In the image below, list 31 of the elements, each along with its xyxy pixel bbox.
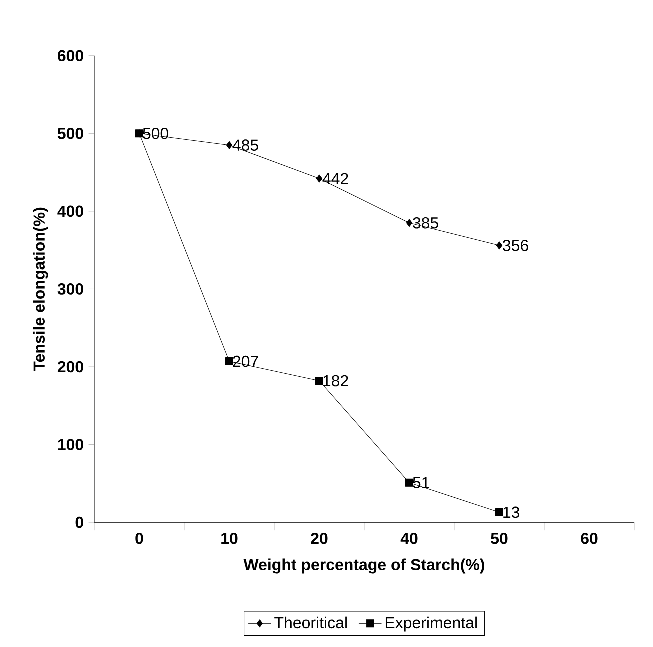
- point: [225, 358, 234, 366]
- y-tick-label: 100: [58, 439, 84, 450]
- legend-label: Theoritical: [274, 616, 347, 629]
- y-tick-label: 600: [58, 50, 84, 62]
- legend-label: Experimental: [386, 616, 477, 632]
- data-label: 485: [232, 140, 258, 151]
- x-tick-label: 20: [311, 532, 328, 544]
- data-label: 13: [504, 506, 520, 518]
- point: [226, 141, 233, 150]
- point: [405, 478, 414, 487]
- point: [495, 508, 504, 516]
- data-label: 182: [324, 375, 348, 387]
- y-tick-label: 0: [76, 516, 84, 528]
- y-tick-label: 200: [58, 361, 84, 373]
- data-label: 442: [322, 173, 348, 184]
- point: [315, 377, 324, 386]
- x-tick-label: 60: [581, 532, 598, 544]
- x-tick-label: 10: [222, 532, 238, 544]
- x-tick-label: 40: [400, 532, 418, 544]
- y-axis-title: Tensile elongation(%): [33, 208, 48, 372]
- data-label: 356: [503, 240, 528, 252]
- x-tick-label: 0: [136, 532, 144, 544]
- point: [316, 174, 323, 183]
- y-tick-label: 500: [58, 128, 84, 140]
- point: [496, 242, 503, 250]
- y-tick-label: 300: [58, 284, 84, 295]
- x-axis-title: Weight percentage of Starch(%): [244, 558, 484, 574]
- data-label: 385: [413, 217, 438, 229]
- x-tick-label: 50: [491, 532, 508, 544]
- point: [406, 219, 413, 228]
- y-tick-label: 400: [58, 206, 84, 218]
